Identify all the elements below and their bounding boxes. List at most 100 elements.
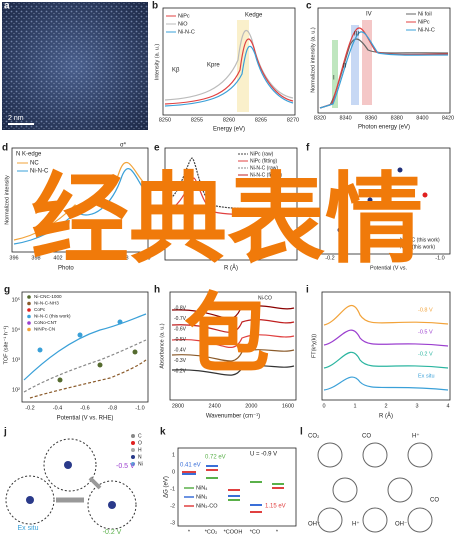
label: -0.5V [174, 337, 187, 343]
x-tick-label: 2400 [209, 403, 221, 409]
label: Ni-CNC-1000 [34, 294, 62, 299]
panel-label: g [4, 285, 10, 296]
label: NiPc [418, 19, 430, 25]
label: NiPc (this work) [400, 244, 435, 250]
label: II [343, 64, 347, 70]
x-tick-label: -1.0 [435, 255, 444, 261]
legend-marker [131, 455, 135, 459]
x-tick-label: -0.2 [325, 255, 334, 261]
label: Ni-CO [258, 295, 272, 301]
label: FT(k³χ(k)) [311, 334, 317, 358]
label: NiN₃ [196, 494, 207, 500]
x-tick-label: 8255 [191, 117, 203, 123]
x-tick-label: * [188, 529, 191, 535]
legend-marker [131, 434, 135, 438]
x-tick-label: 408 [119, 255, 128, 261]
label: -0.2 V [103, 529, 122, 536]
label: 0.41 eV [180, 463, 201, 469]
y-tick-label: 10² [12, 387, 20, 393]
x-tick-label: *CO [250, 529, 261, 535]
legend-marker [27, 321, 31, 325]
legend-marker [131, 448, 135, 452]
label: R (Å) [379, 413, 393, 420]
x-tick-label: 8260 [223, 117, 235, 123]
label: Normalized intensity (a. u.) [310, 27, 316, 93]
x-tick-label: *CO₂ [205, 529, 218, 535]
label: Kpre [207, 63, 220, 69]
overlay-text: 包 [184, 284, 270, 384]
panel-label: k [160, 427, 166, 438]
x-tick-label: 410 [141, 255, 150, 261]
label: CO₂ [308, 434, 320, 440]
x-tick-label: 8270 [287, 117, 299, 123]
x-tick-label: 8250 [159, 117, 171, 123]
label: -0.5 V [116, 463, 135, 470]
y-tick-label: 10⁴ [12, 326, 21, 333]
panel-label: d [2, 143, 8, 154]
label: Ni [138, 461, 143, 467]
label: Kedge [245, 13, 263, 19]
label: Normalized intensity [4, 175, 10, 225]
label: H⁺ [352, 521, 360, 528]
label: CO [362, 434, 371, 440]
label: σ* [120, 143, 127, 149]
label: N [138, 454, 142, 460]
label: CoPc [34, 307, 46, 312]
legend-marker [27, 295, 31, 299]
label: Photon energy (eV) [358, 125, 410, 131]
markers [37, 167, 428, 383]
x-tick-label: 396 [9, 255, 18, 261]
label: IV [366, 12, 372, 18]
label: Energy (eV) [213, 127, 245, 133]
x-tick-label: 8360 [365, 115, 377, 121]
y-tick-label: 10⁵ [12, 296, 20, 303]
y-tick-label: -1 [170, 486, 175, 492]
legend-marker [27, 327, 31, 332]
x-tick-label: 2000 [245, 403, 257, 409]
x-tick-label: 4 [446, 403, 449, 409]
label: Ni-N-C (raw) [250, 165, 278, 171]
label: NiN₃-CO [196, 503, 218, 509]
label: I [333, 76, 335, 82]
x-tick-label: 2800 [172, 403, 184, 409]
y-tick-label: -3 [170, 520, 175, 526]
panel-label: j [3, 427, 7, 438]
x-tick-label: 8400 [416, 115, 428, 121]
label: O [138, 440, 142, 446]
label: OH⁻ [308, 522, 320, 528]
label: ΔG (eV) [164, 476, 170, 498]
x-tick-label: 406 [97, 255, 106, 261]
label: Ni-N-C (fitting) [250, 172, 282, 178]
panel-label: b [152, 1, 158, 12]
y-tick-label: -2 [170, 503, 175, 509]
label: Photo [58, 266, 74, 272]
label: Ni-N-C (this work) [34, 314, 71, 319]
label: III [354, 32, 359, 38]
label: -0.8 V [418, 307, 433, 313]
panel-label: i [306, 285, 309, 296]
x-tick-label: *COOH [224, 529, 243, 535]
legend-marker [131, 462, 135, 466]
legend-marker [27, 301, 31, 306]
label: NiNPc-CN [34, 327, 55, 332]
x-tick-label: 8340 [339, 115, 351, 121]
label: -0.7V [174, 316, 187, 322]
label: -0.4V [174, 347, 187, 353]
label: Potential (V vs. RHE) [57, 416, 114, 422]
x-tick-label: 0 [322, 403, 325, 409]
label: -0.2V [174, 368, 187, 374]
panel-label: e [154, 143, 160, 154]
label: CO [430, 498, 439, 504]
label: Ni-N-C-NH3 [34, 301, 59, 306]
x-tick-label: 8320 [314, 115, 326, 121]
label: H [138, 447, 142, 453]
x-tick-label: 8420 [442, 115, 454, 121]
label: Wavenumber (cm⁻¹) [206, 414, 260, 420]
label: Intensity (a. u.) [154, 44, 160, 81]
x-tick-label: -0.4 [53, 405, 62, 411]
x-tick-label: 3 [415, 403, 418, 409]
x-tick-label: 1600 [282, 403, 294, 409]
x-tick-label: 404 [75, 255, 84, 261]
legend-marker [27, 314, 31, 319]
panel-label: c [306, 1, 312, 12]
